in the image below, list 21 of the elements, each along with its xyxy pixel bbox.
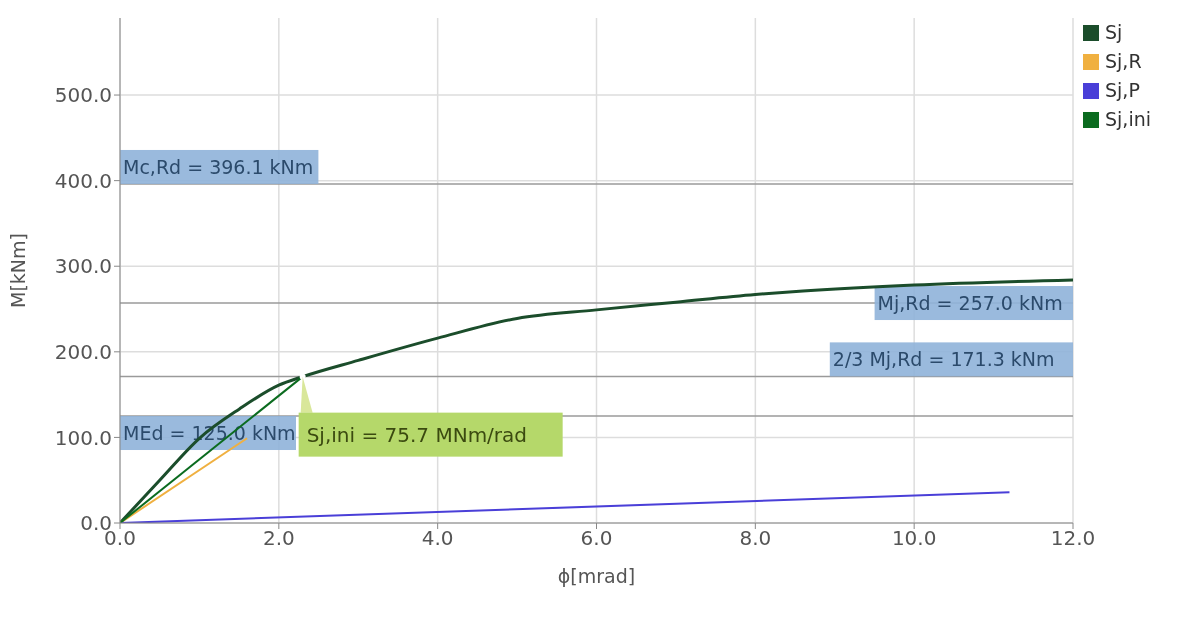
y-tick-label: 400.0 xyxy=(54,168,112,193)
y-tick-label: 500.0 xyxy=(54,83,112,108)
ref-line-label: 2/3 Mj,Rd = 171.3 kNm xyxy=(832,348,1055,371)
annotation: Sj,ini = 75.7 MNm/rad xyxy=(306,422,528,447)
x-axis-title: ϕ[mrad] xyxy=(557,565,636,587)
x-tick-label: 2.0 xyxy=(262,526,295,551)
x-tick-label: 12.0 xyxy=(1050,526,1096,551)
legend-label: Sj xyxy=(1105,20,1123,45)
x-tick-label: 10.0 xyxy=(891,526,937,551)
x-tick-label: 6.0 xyxy=(580,526,613,551)
x-tick-label: 4.0 xyxy=(421,526,454,551)
y-tick-label: 300.0 xyxy=(54,254,112,279)
x-tick-label: 8.0 xyxy=(739,526,772,551)
ref-line-label: Mc,Rd = 396.1 kNm xyxy=(123,155,314,178)
y-tick-label: 200.0 xyxy=(54,339,112,364)
legend-label: Sj,ini xyxy=(1105,107,1151,132)
ref-line-label: Mj,Rd = 257.0 kNm xyxy=(877,292,1063,315)
y-tick-label: 100.0 xyxy=(54,425,112,450)
legend-label: Sj,P xyxy=(1105,78,1140,103)
y-axis-title: M[kNm] xyxy=(6,233,29,308)
legend-label: Sj,R xyxy=(1105,49,1142,74)
